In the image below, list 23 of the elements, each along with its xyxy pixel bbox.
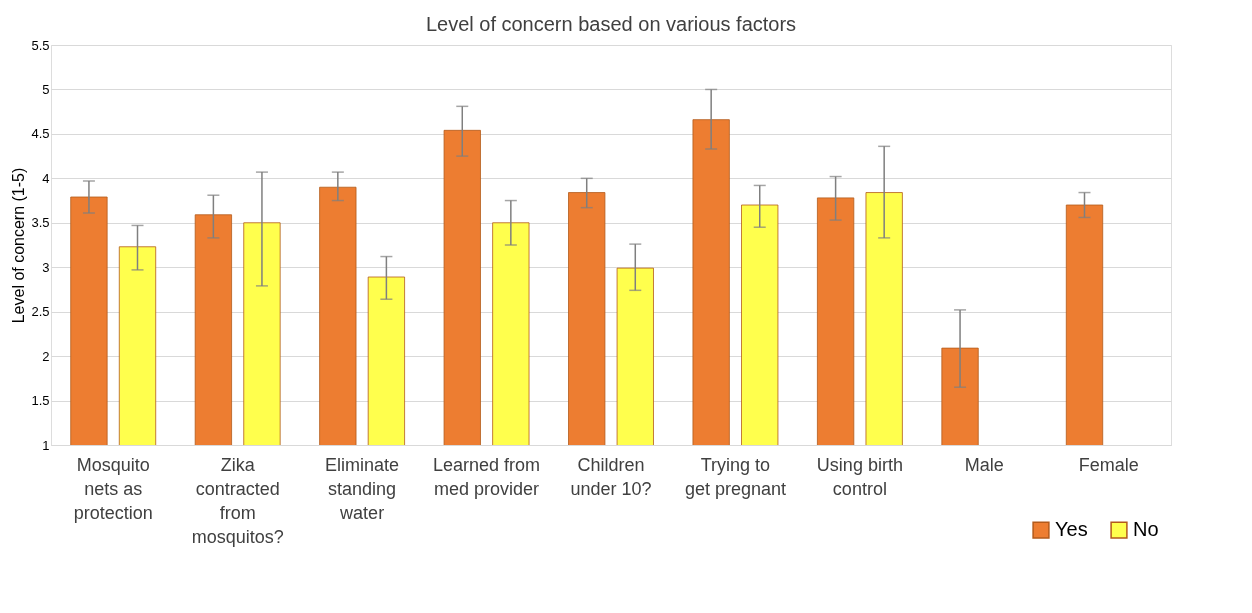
y-tick-label: 1 xyxy=(42,437,50,453)
x-tick-label: Male xyxy=(964,455,1004,475)
x-tick-label: Learned from med provider xyxy=(433,455,541,499)
x-tick-label: Zika contracted from mosquitos? xyxy=(191,455,284,547)
y-tick-label: 1.5 xyxy=(31,393,50,409)
y-tick-label: 5 xyxy=(42,81,50,97)
y-tick-label: 2.5 xyxy=(31,304,50,320)
y-tick-label: 3 xyxy=(42,259,50,275)
x-tick-label: Trying to get pregnant xyxy=(684,455,786,499)
x-tick-label: Female xyxy=(1078,455,1139,475)
y-tick-label: 5.5 xyxy=(31,37,50,53)
legend-label: No xyxy=(1133,518,1159,541)
y-tick-label: 3.5 xyxy=(31,215,50,231)
x-tick-label: Eliminate standing water xyxy=(325,455,400,523)
x-tick-label: Mosquito nets as protection xyxy=(73,455,153,523)
y-tick-label: 4.5 xyxy=(31,126,50,142)
x-tick-label: Children under 10? xyxy=(570,455,652,499)
x-tick-label: Using birth control xyxy=(816,455,903,499)
y-axis-title: Level of concern (1-5) xyxy=(10,167,28,324)
chart-title: Level of concern based on various factors xyxy=(425,13,797,35)
y-tick-label: 4 xyxy=(42,170,50,186)
legend-label: Yes xyxy=(1055,518,1088,541)
y-tick-label: 2 xyxy=(42,348,50,364)
